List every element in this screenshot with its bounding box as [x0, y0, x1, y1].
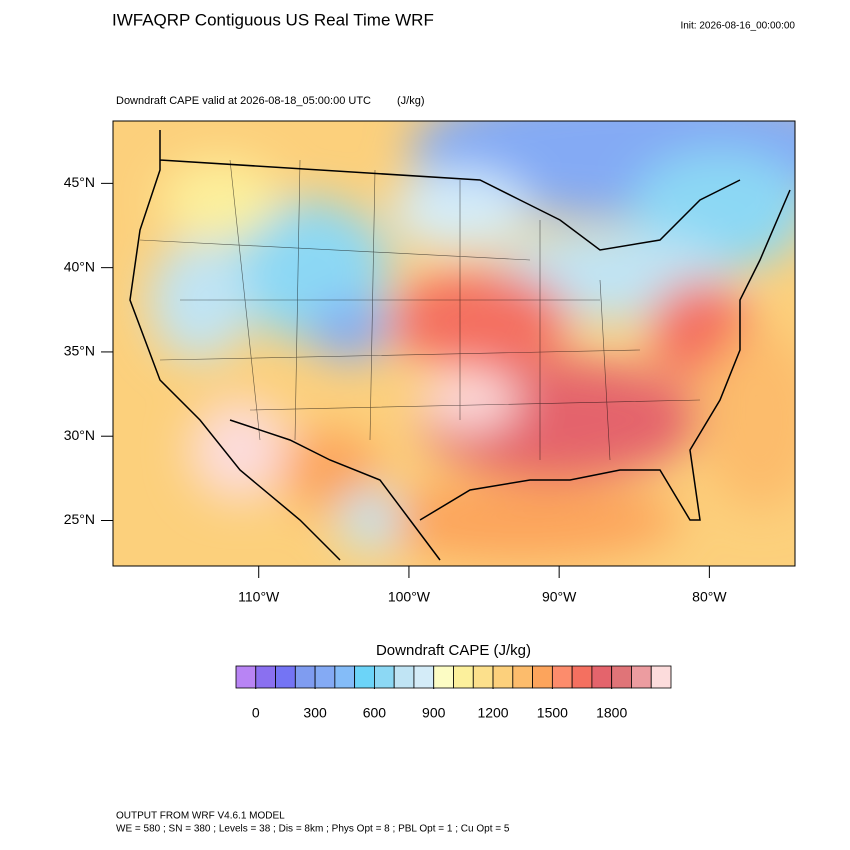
- colorbar-box: [433, 665, 454, 689]
- colorbar-box: [611, 665, 632, 689]
- colorbar-box: [453, 665, 474, 689]
- y-tick-label: 40°N: [64, 258, 95, 274]
- colorbar-tick-label: 0: [252, 705, 260, 721]
- colorbar-box: [393, 665, 415, 689]
- colorbar-box: [275, 665, 296, 689]
- colorbar-box: [591, 665, 613, 689]
- colorbar-box: [650, 665, 672, 689]
- colorbar-tick-label: 1800: [596, 705, 627, 721]
- colorbar-box: [294, 665, 316, 689]
- colorbar-tick-label: 900: [422, 705, 446, 721]
- y-tick-label: 30°N: [64, 427, 95, 443]
- colorbar-box: [334, 665, 356, 689]
- x-tick-label: 80°W: [692, 589, 727, 605]
- colorbar-title: Downdraft CAPE (J/kg): [376, 642, 531, 659]
- colorbar-tick-label: 600: [363, 705, 387, 721]
- subtitle: Downdraft CAPE valid at 2026-08-18_05:00…: [116, 95, 371, 107]
- map-field: [113, 121, 795, 566]
- title: IWFAQRP Contiguous US Real Time WRF: [112, 10, 434, 29]
- colorbar-tick-label: 1200: [477, 705, 508, 721]
- map-frame: [112, 120, 796, 567]
- colorbar-box: [631, 665, 652, 689]
- colorbar-tick-label: 300: [303, 705, 327, 721]
- units: (J/kg): [397, 95, 425, 107]
- colorbar-box: [492, 665, 514, 689]
- colorbar-box: [413, 665, 435, 689]
- colorbar-box: [472, 665, 494, 689]
- x-tick-label: 110°W: [238, 589, 280, 605]
- colorbar-box: [532, 665, 553, 689]
- colorbar-box: [235, 665, 257, 689]
- colorbar-box: [512, 665, 533, 689]
- colorbar-tick-label: 1500: [537, 705, 568, 721]
- footer-line: WE = 580 ; SN = 380 ; Levels = 38 ; Dis …: [116, 824, 510, 835]
- colorbar-box: [571, 665, 593, 689]
- init-time: Init: 2026-08-16_00:00:00: [680, 21, 795, 32]
- y-tick-label: 35°N: [64, 343, 95, 359]
- y-tick-label: 25°N: [64, 511, 95, 527]
- colorbar-box: [551, 665, 573, 689]
- colorbar-box: [374, 665, 395, 689]
- x-tick-label: 90°W: [542, 589, 577, 605]
- x-tick-label: 100°W: [388, 589, 431, 605]
- footer-line: OUTPUT FROM WRF V4.6.1 MODEL: [116, 811, 285, 822]
- colorbar-box: [314, 665, 336, 689]
- colorbar-box: [255, 665, 276, 689]
- y-tick-label: 45°N: [64, 174, 95, 190]
- colorbar-box: [354, 665, 375, 689]
